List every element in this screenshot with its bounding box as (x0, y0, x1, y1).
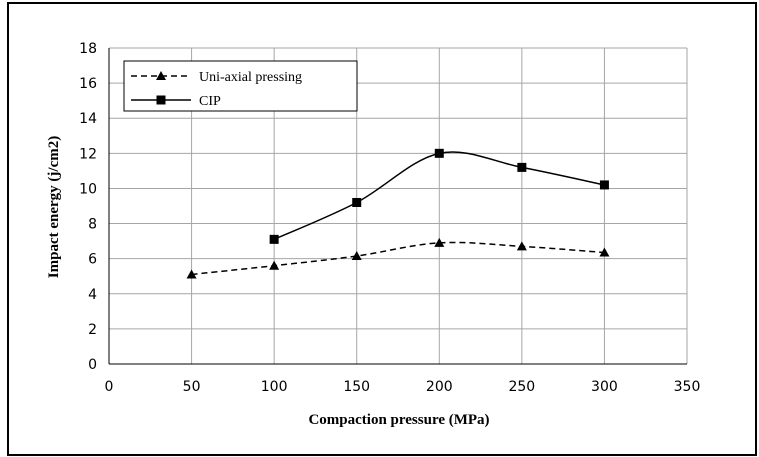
y-tick-label: 8 (88, 217, 97, 233)
series-1-point (599, 247, 610, 257)
x-tick-label: 150 (343, 379, 370, 395)
legend-series-1-marker (156, 71, 166, 80)
y-tick-label: 18 (79, 41, 97, 57)
legend: Uni-axial pressing CIP (123, 60, 358, 112)
x-tick-label: 350 (674, 379, 701, 395)
y-tick-label: 2 (88, 322, 97, 338)
series-layer (186, 148, 610, 279)
series-1-point (186, 269, 197, 279)
x-tick-label: 100 (261, 379, 288, 395)
y-axis-title: Impact energy (j/cm2) (46, 136, 62, 278)
series-1-point (269, 260, 280, 270)
x-tick-label: 300 (591, 379, 618, 395)
x-tick-label: 0 (105, 379, 114, 395)
axis-layer: 0 2 4 6 8 10 12 14 16 18 0 50 100 150 200 250 300 350 (79, 41, 700, 395)
y-tick-label: 16 (79, 76, 97, 92)
y-tick-label: 14 (79, 111, 97, 127)
series-2-point (269, 234, 279, 244)
series-2-point (599, 180, 609, 190)
series-1-point (516, 241, 527, 251)
series-1-point (434, 237, 445, 247)
y-tick-label: 10 (79, 181, 97, 197)
series-2-point (434, 148, 444, 158)
series-2-point (517, 162, 527, 172)
y-tick-label: 0 (88, 357, 97, 373)
y-tick-label: 6 (88, 252, 97, 268)
legend-series-2-marker (156, 95, 166, 105)
x-tick-label: 200 (426, 379, 453, 395)
series-2-point (352, 197, 362, 207)
legend-series-2-label: CIP (199, 94, 221, 109)
chart-frame (7, 2, 757, 456)
x-axis-title: Compaction pressure (MPa) (308, 412, 489, 428)
x-tick-label: 250 (508, 379, 535, 395)
y-tick-label: 12 (79, 146, 97, 162)
series-1-line (191, 241, 605, 276)
series-1-point (351, 251, 362, 261)
legend-series-1-label: Uni-axial pressing (199, 70, 302, 85)
x-tick-label: 50 (183, 379, 201, 395)
y-tick-label: 4 (88, 287, 97, 303)
